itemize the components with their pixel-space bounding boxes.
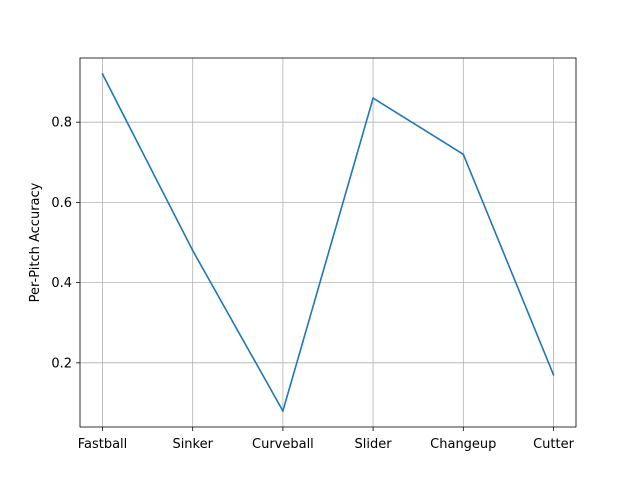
y-axis-label: Per-Pitch Accuracy <box>28 182 43 302</box>
data-point <box>101 73 104 75</box>
data-point <box>372 97 374 100</box>
y-tick-label: 0.2 <box>51 356 72 371</box>
y-tick-label: 0.6 <box>51 196 72 211</box>
x-tick-label: Changeup <box>430 437 496 452</box>
y-tick-label: 0.4 <box>51 276 72 291</box>
x-tick-label: Sinker <box>172 437 213 452</box>
x-tick-label: Slider <box>355 437 393 452</box>
grid <box>80 58 576 427</box>
data-point <box>282 410 284 412</box>
y-tick-label: 0.8 <box>51 116 72 131</box>
plot-frame <box>79 57 577 428</box>
series-layer <box>101 73 555 412</box>
x-axis: Fastball Sinker Curveball Slider Changeup Cut… <box>78 427 575 452</box>
data-point <box>191 249 194 252</box>
series-line <box>101 73 555 412</box>
data-point <box>552 373 555 376</box>
data-point <box>462 153 465 156</box>
x-tick-label: Curveball <box>252 437 314 452</box>
y-axis: 0.2 0.4 0.6 0.8 <box>51 116 80 371</box>
x-tick-label: Fastball <box>78 437 128 452</box>
x-tick-label: Cutter <box>533 437 575 452</box>
